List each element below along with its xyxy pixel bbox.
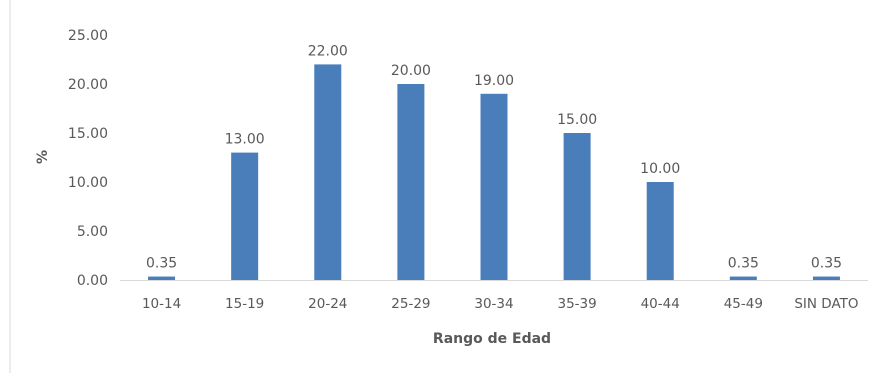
bar-data-label: 13.00 [225,132,265,148]
bar-data-label: 0.35 [811,256,842,272]
bar [563,133,591,280]
y-axis-title: % [35,150,51,164]
x-tick-label: 20-24 [308,296,347,312]
x-tick-label: 45-49 [724,296,763,312]
bar [397,84,425,280]
x-tick-label: 35-39 [557,296,596,312]
bar [314,64,342,281]
bar [148,276,176,280]
bar-data-label: 10.00 [640,161,680,177]
bar [480,93,508,280]
x-tick-label: 10-14 [142,296,181,312]
y-tick-label: 10.00 [68,175,108,191]
bar [231,152,259,280]
bar [812,276,840,280]
x-tick-label: 40-44 [641,296,680,312]
bar [646,182,674,280]
y-tick-label: 25.00 [68,28,108,44]
bar-data-label: 0.35 [728,256,759,272]
bar [729,276,757,280]
x-tick-label: 25-29 [391,296,430,312]
data-labels-group: 0.35 13.00 22.00 20.00 19.00 15.00 10.00 0.35 0.… [146,43,842,271]
x-tick-label: SIN DATO [794,296,858,312]
bar-data-label: 20.00 [391,63,431,79]
y-tick-label: 5.00 [77,224,108,240]
bar-data-label: 15.00 [557,112,597,128]
bar-data-label: 22.00 [308,43,348,59]
y-tick-label: 15.00 [68,126,108,142]
x-axis: 10-14 15-19 20-24 25-29 30-34 35-39 40-44 45-49… [120,280,868,312]
bar-data-label: 19.00 [474,73,514,89]
x-tick-label: 15-19 [225,296,264,312]
bars-group [148,64,840,281]
y-tick-label: 20.00 [68,77,108,93]
x-axis-title: Rango de Edad [433,331,551,347]
y-tick-label: 0.00 [77,273,108,289]
bar-data-label: 0.35 [146,256,177,272]
y-axis: 0.00 5.00 10.00 15.00 20.00 25.00 [68,28,108,289]
x-tick-label: 30-34 [474,296,513,312]
